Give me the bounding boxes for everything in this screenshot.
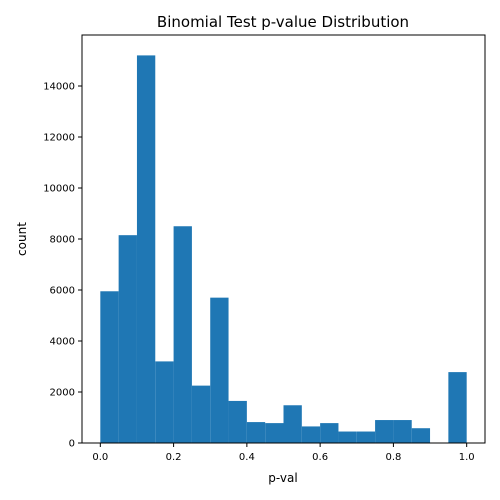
histogram-bar xyxy=(210,297,229,443)
bars-group xyxy=(100,55,467,444)
y-tick-label: 0 xyxy=(69,439,75,450)
histogram-bar xyxy=(411,428,431,443)
y-tick-label: 6000 xyxy=(50,286,75,297)
y-axis-label: count xyxy=(15,222,29,256)
histogram-bar xyxy=(320,423,339,443)
histogram-bar xyxy=(191,385,211,443)
y-axis-ticks: 0 2000 4000 6000 8000 10000 12000 14000 xyxy=(43,82,82,450)
y-tick-label: 10000 xyxy=(43,184,75,195)
x-tick-label: 0.6 xyxy=(312,452,328,463)
y-tick-label: 8000 xyxy=(50,235,75,246)
x-tick-label: 0.8 xyxy=(385,452,401,463)
histogram-bar xyxy=(136,55,156,444)
y-tick-label: 14000 xyxy=(43,82,75,93)
histogram-bar xyxy=(338,431,357,443)
histogram-bar xyxy=(265,423,284,443)
y-tick-label: 4000 xyxy=(50,337,75,348)
x-tick-label: 0.0 xyxy=(92,452,108,463)
x-tick-label: 0.4 xyxy=(239,452,255,463)
y-tick-label: 12000 xyxy=(43,133,75,144)
y-tick-label: 2000 xyxy=(50,388,75,399)
histogram-bar xyxy=(356,431,376,443)
histogram-bar xyxy=(393,420,412,443)
histogram-bar xyxy=(448,372,467,443)
x-tick-label: 0.2 xyxy=(166,452,182,463)
histogram-bar xyxy=(155,361,174,443)
plot-frame xyxy=(81,34,486,444)
x-axis-ticks: 0.0 0.2 0.4 0.6 0.8 1.0 xyxy=(92,443,475,463)
histogram-bar xyxy=(118,235,137,443)
histogram-bar xyxy=(375,420,394,443)
histogram-bar xyxy=(100,291,119,443)
histogram-bar xyxy=(228,400,247,443)
histogram-bar xyxy=(301,426,321,443)
chart-title: Binomial Test p-value Distribution xyxy=(157,13,409,31)
histogram-bar xyxy=(283,405,302,443)
histogram-bar xyxy=(173,226,192,443)
x-tick-label: 1.0 xyxy=(459,452,475,463)
histogram-bar xyxy=(246,422,266,443)
x-axis-label: p-val xyxy=(268,471,297,485)
